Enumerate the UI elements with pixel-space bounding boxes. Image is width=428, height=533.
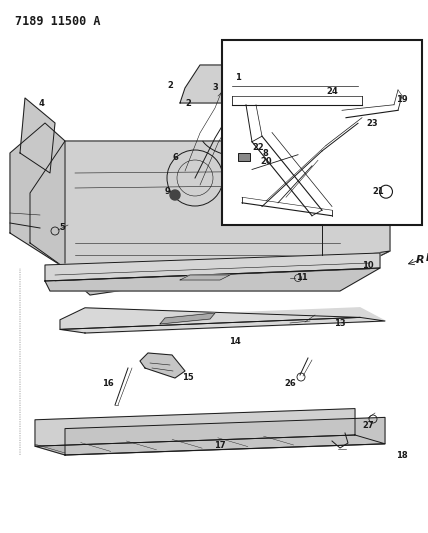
Bar — [238, 152, 250, 161]
Text: 7189 11500 A: 7189 11500 A — [15, 15, 101, 28]
Bar — [222, 40, 422, 225]
Polygon shape — [60, 317, 385, 333]
Polygon shape — [45, 268, 380, 291]
Text: 21: 21 — [372, 188, 384, 197]
Text: R: R — [416, 255, 424, 265]
Circle shape — [170, 190, 180, 200]
Polygon shape — [65, 417, 385, 455]
Text: 4: 4 — [39, 99, 45, 108]
Polygon shape — [352, 108, 405, 188]
Text: 8: 8 — [262, 149, 268, 157]
Text: 13: 13 — [334, 319, 346, 327]
Polygon shape — [45, 253, 380, 281]
Polygon shape — [180, 65, 290, 103]
Text: 9: 9 — [165, 187, 171, 196]
Polygon shape — [35, 435, 385, 455]
Text: 22: 22 — [252, 143, 264, 152]
Text: 16: 16 — [102, 378, 114, 387]
Text: 24: 24 — [326, 87, 338, 96]
Text: 2: 2 — [185, 99, 191, 108]
Polygon shape — [20, 98, 55, 173]
Text: 15: 15 — [182, 374, 194, 383]
Polygon shape — [35, 409, 355, 446]
Text: 17: 17 — [214, 440, 226, 449]
Polygon shape — [180, 275, 230, 280]
Text: 5: 5 — [59, 223, 65, 232]
Text: 14: 14 — [229, 336, 241, 345]
Text: 2: 2 — [167, 80, 173, 90]
Text: 10: 10 — [362, 261, 374, 270]
Text: R: R — [426, 253, 428, 263]
Polygon shape — [10, 123, 65, 268]
Text: 19: 19 — [396, 95, 408, 104]
Text: 27: 27 — [362, 421, 374, 430]
Text: 20: 20 — [260, 157, 272, 166]
Text: 11: 11 — [296, 273, 308, 282]
Text: 3: 3 — [212, 84, 218, 93]
Polygon shape — [160, 313, 215, 324]
Text: 18: 18 — [396, 450, 408, 459]
Text: 26: 26 — [284, 378, 296, 387]
Polygon shape — [60, 308, 385, 333]
Text: 23: 23 — [366, 119, 378, 128]
Polygon shape — [65, 251, 390, 295]
Polygon shape — [30, 141, 390, 273]
Text: 6: 6 — [172, 154, 178, 163]
Text: 1: 1 — [235, 74, 241, 83]
Polygon shape — [60, 308, 360, 329]
Polygon shape — [140, 353, 185, 378]
